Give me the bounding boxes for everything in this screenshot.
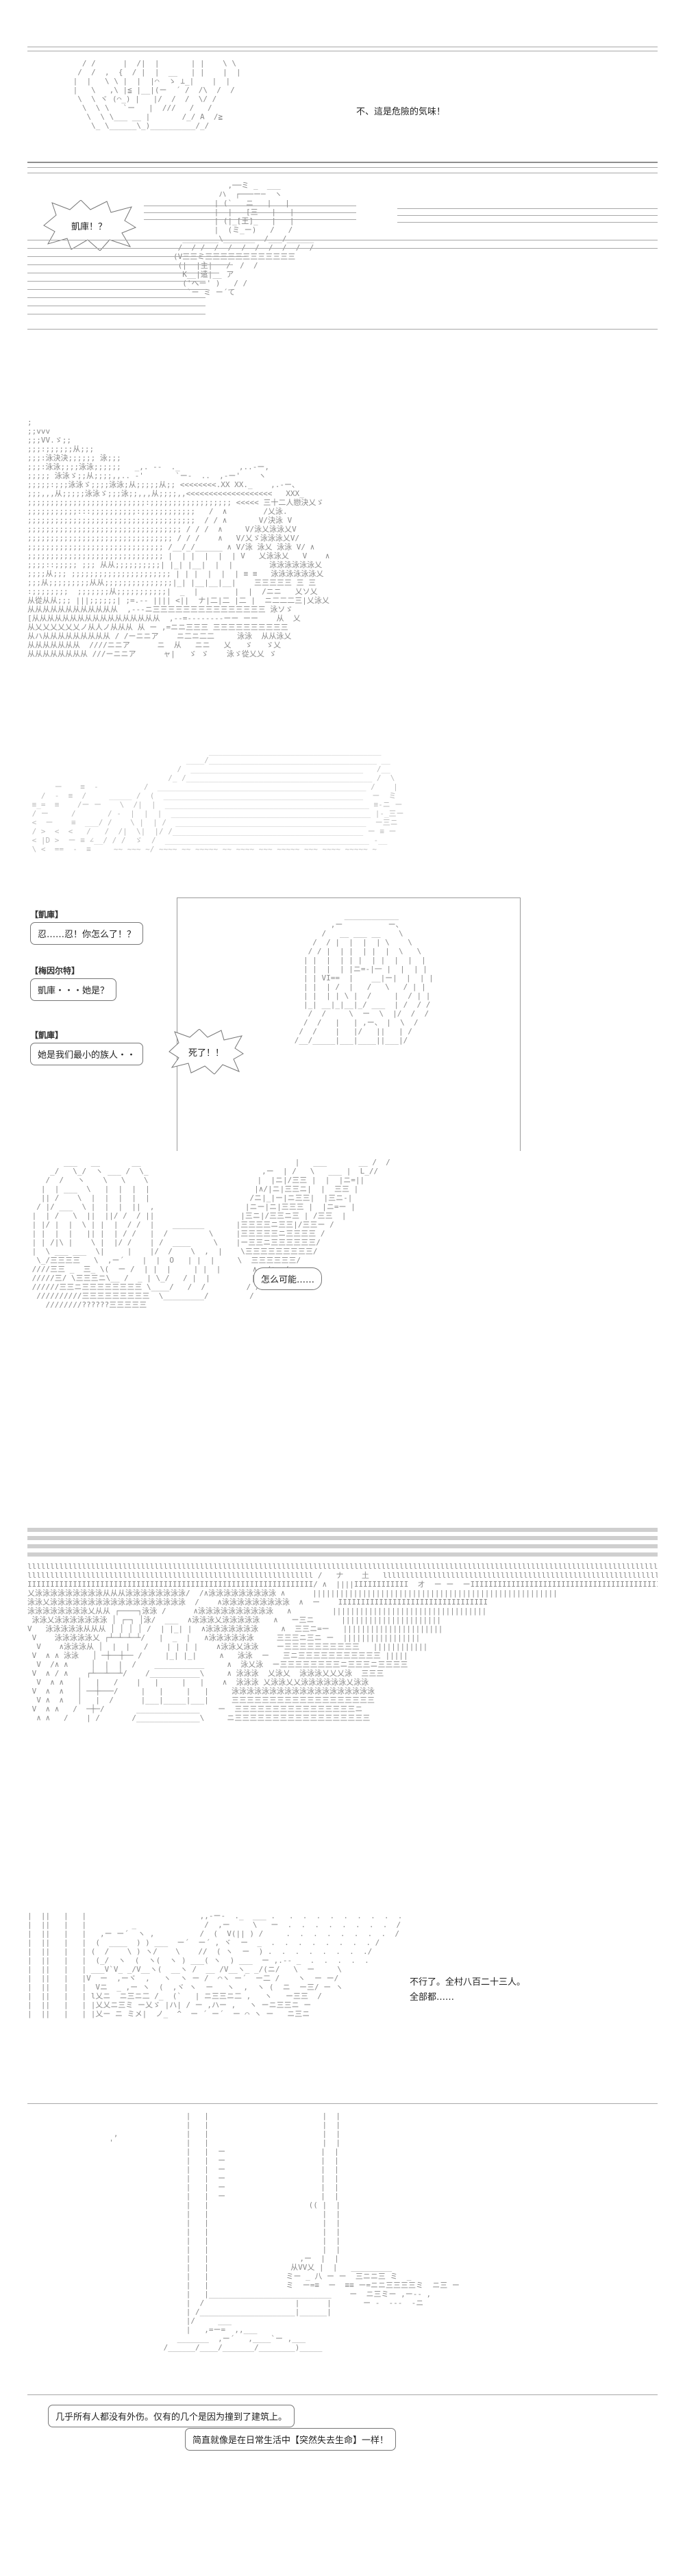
sky-band [27, 1544, 658, 1548]
ascii-art-ruined-village: llllllllllllllllllllllllllllllllllllllll… [27, 1562, 658, 1722]
divider [27, 2103, 658, 2104]
sky-band [27, 1536, 658, 1540]
divider [27, 264, 233, 265]
divider [27, 289, 206, 290]
divider [397, 215, 658, 216]
divider [397, 222, 658, 223]
shout-text: 死了！！ [188, 1048, 224, 1058]
divider [27, 297, 206, 298]
dialogue-box: 凱庫・・・她是？ [30, 978, 117, 1001]
panel-frame [177, 897, 521, 1151]
speaker-tag: 【梅因尔特】 [30, 966, 80, 976]
panel-6: | || | | ,,-ー- ._ ___ . . . . . . . . . … [27, 1911, 658, 2090]
caption: 不、這是危險的気味！ [356, 107, 446, 117]
divider [27, 329, 658, 330]
divider [27, 256, 247, 257]
panel-3: ______________________________________ _… [27, 747, 658, 1151]
ascii-art-face: / / | /| | | | \ \ / / , { / | | __ | | … [73, 59, 241, 130]
shout-burst: 死了！！ [168, 1029, 245, 1074]
narration-box: 几乎所有人都没有外伤。仅有的几个是因为撞到了建筑上。 [48, 2405, 295, 2427]
ascii-art-crowd: ___ __ __ | ___ __ / / _/ \_/ ヽ ___ / \_… [32, 1158, 390, 1309]
divider [27, 162, 658, 163]
ascii-art-speed-lines: ______________________________________ _… [32, 747, 404, 854]
sky-band [27, 1528, 658, 1532]
divider [397, 208, 658, 209]
ascii-art-woman: ____________ ,ー ー、 / __ ___ __ \ / / | |… [294, 911, 434, 1045]
speech-bubble: 怎么可能…… [253, 1267, 323, 1290]
divider [27, 2394, 658, 2395]
panel-4: ___ __ __ | ___ __ / / _/ \_/ ヽ ___ / \_… [27, 1158, 658, 1514]
shout-burst: 凱庫！？ [41, 200, 137, 251]
caption-line: 不行了。全村八百二十三人。 [410, 1977, 526, 1987]
panel-2: ; ;;vvv ;;;VV.ゞ;; ;;;:;;;;;;从;;; ;;;:泳決決… [27, 418, 658, 740]
divider [27, 167, 658, 168]
divider [27, 248, 658, 249]
panel-7: | | | | | | | | , | | | | ' [27, 2103, 658, 2569]
narration-box: 简直就像是在日常生活中【突然失去生命】一样！ [185, 2428, 397, 2451]
divider [144, 219, 356, 220]
ascii-art-bodies: | || | | ,,-ー- ._ ___ . . . . . . . . . … [27, 1911, 403, 2018]
ascii-art-village: ; ;;vvv ;;;VV.ゞ;; ;;;:;;;;;;从;;; ;;;:泳決決… [27, 418, 330, 658]
panel-5: llllllllllllllllllllllllllllllllllllllll… [27, 1528, 658, 1898]
speaker-tag: 【凱庫】 [30, 1030, 64, 1040]
divider [27, 281, 206, 282]
divider [144, 212, 356, 213]
ascii-art-figure: ,──ミ _ ___ ハ ┌───ー─ ヽ | (` ニ | | | | [三 … [173, 181, 314, 297]
dialogue-box: 她是我们最小的族人・・ [30, 1043, 144, 1065]
panel-1: / / | /| | | | \ \ / / , { / | | __ | | … [27, 41, 658, 363]
sky-band [27, 1552, 658, 1557]
shout-text: 凱庫！？ [71, 222, 107, 232]
dialogue-box: 忍……忍！你怎么了！？ [30, 922, 144, 945]
ascii-art-doorway: | | | | | | | | , | | | | ' [109, 2111, 460, 2352]
caption-line: 全部都…… [410, 1992, 455, 2003]
speaker-tag: 【凱庫】 [30, 910, 64, 919]
